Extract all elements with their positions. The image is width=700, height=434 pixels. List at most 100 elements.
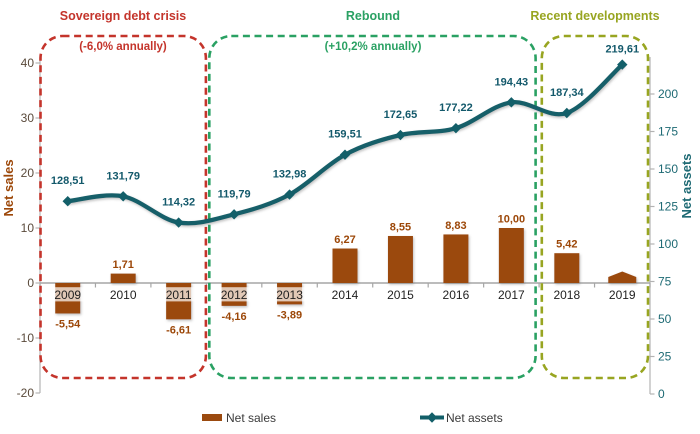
category-label: 2018 [553,288,580,302]
net-sales-value-labels: -5,54 1,71 -6,61 -4,16 -3,89 6,27 8,55 8,83 10,0… [55,214,577,337]
net-sales-bar [110,273,136,283]
net-assets-line [65,62,625,226]
category-label-chip [328,287,362,302]
net-assets-point-diamond [506,97,517,108]
category-label: 2010 [110,288,137,302]
category-axis-labels: 2009 2010 2011 2012 2013 2014 2015 2016 2017 2018… [51,287,639,302]
category-label-chip [217,287,251,302]
net-assets-point-diamond [339,149,351,160]
right-axis-tick-label: 25 [658,350,672,364]
category-label: 2015 [387,288,414,302]
net-sales-value-label: 8,55 [390,221,411,233]
category-label: 2013 [276,288,303,302]
net-assets-value-label: 172,65 [384,109,418,121]
right-axis-tick-label: 200 [658,87,678,101]
right-axis-tick-label: 125 [658,200,678,214]
net-sales-bar [387,235,413,283]
net-assets-value-label: 128,51 [51,175,85,187]
net-assets-value-label: 187,34 [550,87,585,99]
category-label: 2019 [609,288,636,302]
net-sales-value-label: -6,61 [166,324,191,336]
net-assets-point-diamond [617,59,628,70]
legend-net-assets-label: Net assets [446,411,503,425]
category-label: 2012 [221,288,248,302]
net-assets-point-diamond [395,129,406,141]
net-sales-value-label: 5,42 [556,239,577,251]
category-label: 2017 [498,288,525,302]
net-assets-value-label: 219,61 [605,44,639,56]
net-assets-point-diamond [173,217,184,228]
category-label-chip [106,287,140,302]
right-axis-tick-label: 150 [658,162,678,176]
legend-net-sales-swatch-icon [202,414,222,421]
legend-net-assets-diamond-icon [426,412,438,423]
right-axis-tick-label: 50 [658,312,672,326]
period-box [540,34,650,380]
category-label: 2011 [166,288,192,302]
net-sales-value-label: 1,71 [112,259,133,271]
net-sales-value-label: -5,54 [55,318,81,330]
left-axis-tick-label: 40 [21,56,35,70]
left-axis-tick-label: 30 [21,111,35,125]
period-box [39,34,208,380]
category-label: 2016 [443,288,470,302]
net-assets-value-label: 159,51 [328,129,362,141]
left-axis-tick-label: -10 [17,331,35,345]
annotation-title-sovereign-debt-crisis: Sovereign debt crisis [60,9,186,23]
net-sales-value-label: 6,27 [334,234,355,246]
net-assets-point-diamond [284,189,295,200]
net-assets-point-diamond [228,209,240,220]
category-label-chip [51,287,85,302]
left-axis-tick-label: 10 [21,221,35,235]
axes [35,57,655,395]
axis-titles: Net sales Net assets [1,153,694,218]
net-assets-value-label: 119,79 [218,188,251,200]
annotation-titles: Sovereign debt crisis (-6,0% annually) R… [60,9,660,53]
category-label: 2014 [332,288,359,302]
right-axis-tick-label: 75 [658,275,672,289]
annotation-title-recent-developments: Recent developments [530,9,659,23]
net-sales-bar [554,253,580,283]
net-assets-value-label: 194,43 [495,76,529,88]
net-assets-point-diamond [62,196,73,207]
legend-net-sales-label: Net sales [226,411,276,425]
period-annotation-boxes [39,34,650,380]
period-box [208,34,537,380]
left-axis-tick-label: 20 [21,166,35,180]
net-sales-bar [332,248,358,283]
net-sales-bar [443,234,469,283]
category-label-chip [273,287,307,302]
net-assets-value-labels: 128,51 131,79 114,32 119,79 132,98 159,51 172,… [51,44,639,209]
right-axis-tick-label: 175 [658,125,678,139]
net-assets-value-label: 132,98 [273,169,307,181]
category-label-chip [162,287,196,302]
right-axis-title: Net assets [679,153,694,218]
net-assets-point-diamond [561,107,573,119]
category-label-chip [494,287,528,302]
annotation-title-rebound: Rebound [346,9,400,23]
net-assets-value-label: 131,79 [106,170,140,182]
net-assets-line-series [62,59,628,228]
net-assets-point-diamond [117,191,129,202]
net-sales-bar-pentagon [608,271,637,283]
category-label-chip [605,287,639,302]
net-sales-value-label: 8,83 [445,220,466,232]
net-assets-point-diamond [450,122,462,134]
left-axis-title: Net sales [1,159,16,216]
category-label-chip [439,287,473,302]
legend: Net sales Net assets [202,411,503,425]
net-sales-value-label: -3,89 [277,309,302,321]
net-assets-value-label: 114,32 [162,197,195,209]
net-sales-value-label: 10,00 [498,214,526,226]
category-label-chip [550,287,584,302]
annotation-subtitle-rebound: (+10,2% annually) [325,41,422,53]
category-label-chip [383,287,417,302]
net-assets-value-label: 177,22 [439,102,473,114]
net-sales-bar [498,228,524,283]
right-axis-tick-label: 0 [658,387,665,401]
left-axis-tick-label: -20 [17,386,35,400]
net-sales-value-label: -4,16 [222,311,247,323]
